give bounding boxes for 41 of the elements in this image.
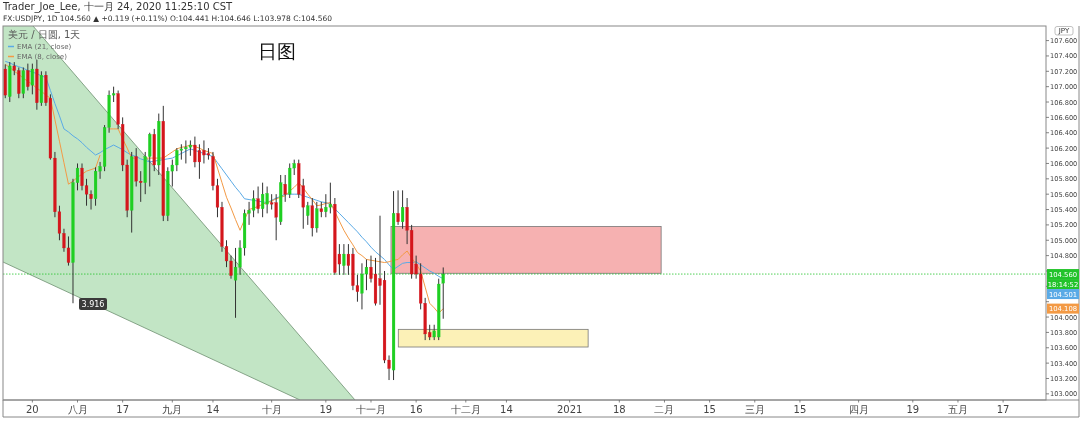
- candlestick: [396, 189, 400, 226]
- candlestick: [265, 186, 269, 214]
- candlestick: [261, 182, 265, 218]
- x-tick-label: 18: [612, 404, 626, 415]
- x-tick-label: 19: [906, 404, 920, 415]
- candlestick: [26, 63, 30, 92]
- candlestick: [193, 136, 197, 168]
- candlestick: [310, 197, 314, 237]
- x-tick-label: 19: [319, 404, 333, 415]
- x-tick-label: 八月: [67, 404, 88, 415]
- x-tick-label: 十一月: [355, 404, 386, 415]
- x-tick-label: 2021: [556, 404, 583, 415]
- x-tick-label: 17: [116, 404, 130, 415]
- legend-title: 美元 / 日圆, 1天: [8, 29, 81, 40]
- x-tick-label: 20: [25, 404, 39, 415]
- x-tick-label: 十二月: [450, 404, 481, 415]
- candlestick: [274, 193, 278, 241]
- x-tick-label: 14: [500, 404, 513, 415]
- candlestick: [401, 189, 405, 230]
- chart-subtitle: Trader_Joe_Lee, 十一月 24, 2020 11:25:10 CST: [2, 1, 234, 13]
- candlestick: [283, 174, 287, 203]
- x-tick-label: 二月: [654, 404, 675, 415]
- candlestick: [306, 201, 310, 226]
- x-tick-label: 14: [206, 404, 220, 415]
- x-tick-label: 15: [793, 404, 807, 415]
- x-tick-label: 九月: [162, 404, 183, 415]
- candlestick: [256, 186, 260, 214]
- x-tick-label: 五月: [947, 404, 968, 415]
- x-tick-label: 17: [996, 404, 1010, 415]
- candlestick: [315, 201, 319, 234]
- x-tick-label: 15: [703, 404, 716, 415]
- x-tick-label: 三月: [744, 404, 765, 415]
- x-tick-label: 16: [409, 404, 423, 415]
- candlestick: [21, 66, 25, 99]
- candlestick: [30, 63, 34, 95]
- candlestick: [328, 182, 332, 214]
- annotation: 3.916: [81, 300, 105, 309]
- x-tick-label: 四月: [848, 404, 869, 415]
- x-tick-label: 十月: [261, 404, 282, 415]
- text: 日图: [258, 40, 296, 62]
- candlestick: [324, 193, 328, 218]
